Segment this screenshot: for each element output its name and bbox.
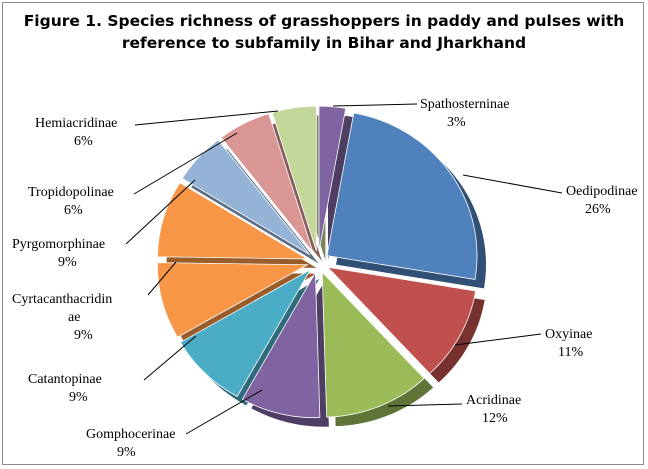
slice-name-label-acridinae: Acridinae [466,393,521,408]
chart-title: Figure 1. Species richness of grasshoppe… [0,10,648,54]
leader-line-oxyinae [454,333,542,346]
slice-name-label-cyrtacanthacridinae: Cyrtacanthacridin [12,292,112,307]
slice-spathosterninae [318,105,347,252]
slice-name-label-spathosterninae: Spathosterninae [420,97,509,112]
chart-title-line-2: reference to subfamily in Bihar and Jhar… [121,34,527,52]
slice-value-label-gomphocerinae: 9% [117,445,136,460]
leader-line-cyrtacanthacridinae [147,261,177,296]
slice-unlabeled [271,105,317,252]
leader-line-oedipodinae [462,174,563,194]
leader-line-hemiacridinae [134,110,279,126]
chart-title-line-1: Figure 1. Species richness of grasshoppe… [23,12,625,30]
slice-value-label-pyrgomorphinae: 9% [58,255,77,270]
slice-value-label-acridinae: 12% [482,411,508,426]
slice-name-label-hemiacridinae: Hemiacridinae [35,116,117,131]
slice-name-label-gomphocerinae: Gomphocerinae [86,427,175,442]
slice-name-label-oedipodinae: Oedipodinae [566,184,638,199]
slice-value-label-hemiacridinae: 6% [74,134,93,149]
slice-name-label-cyrtacanthacridinae: ae [68,310,80,325]
slice-label-layer: Spathosterninae 3% Oedipodinae 26% Oxyinae 11… [12,97,638,460]
leader-line-layer [125,103,563,435]
leader-line-catantopinae [143,335,197,381]
leader-line-pyrgomorphinae [125,179,196,245]
slice-acridinae [321,271,425,418]
slice-value-label-tropidopolinae: 6% [64,203,83,218]
slice-gomphocerinae [241,271,321,419]
slice-tropidopolinae [181,139,311,255]
slice-oedipodinae [326,112,478,280]
slice-value-label-oedipodinae: 26% [585,202,611,217]
leader-line-acridinae [387,403,463,407]
leader-line-gomphocerinae [185,389,263,435]
slice-pyrgomorphinae [157,182,309,260]
slice-name-label-pyrgomorphinae: Pyrgomorphinae [12,237,105,252]
leader-line-spathosterninae [332,103,418,107]
slice-oxyinae [326,266,477,375]
slice-catantopinae [179,268,312,398]
slice-hemiacridinae [220,113,314,253]
leader-line-tropidopolinae [133,132,238,195]
slice-name-label-catantopinae: Catantopinae [28,372,102,387]
slice-value-label-oxyinae: 11% [558,345,583,360]
pie-slice-layer [156,105,478,419]
slice-value-label-catantopinae: 9% [69,390,88,405]
slice-name-label-tropidopolinae: Tropidopolinae [28,185,114,200]
slice-value-label-cyrtacanthacridinae: 9% [74,328,93,343]
slice-name-label-oxyinae: Oxyinae [545,327,592,342]
slice-value-label-spathosterninae: 3% [447,115,466,130]
slice-cyrtacanthacridinae [156,262,309,338]
